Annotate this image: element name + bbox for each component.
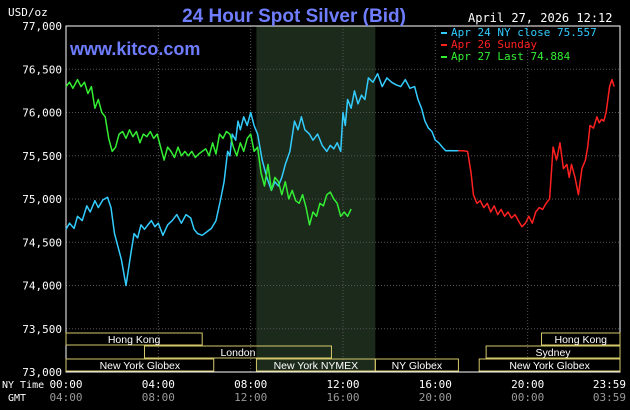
x-tick-label-ny: 20:00: [511, 378, 544, 391]
legend-entry: Apr 24 NY close 75.557: [451, 26, 597, 39]
series-line: [458, 78, 615, 228]
y-tick-label: 76,000: [22, 107, 62, 120]
y-tick-label: 75,500: [22, 150, 62, 163]
session-box: [65, 332, 203, 346]
x-tick-label-ny: 12:00: [326, 378, 359, 391]
session-label: Hong Kong: [554, 334, 607, 346]
session-box: [65, 358, 215, 372]
x-tick-label-gmt: 12:00: [234, 391, 267, 404]
series-line: [65, 78, 352, 226]
x-tick-label-ny: 00:00: [49, 378, 82, 391]
x-tick-label-gmt: 08:00: [142, 391, 175, 404]
x-tick-label-ny: 23:59: [593, 378, 626, 391]
y-tick-label: 74,500: [22, 236, 62, 249]
session-label: London: [220, 347, 255, 359]
x-tick-label-gmt: 00:00: [511, 391, 544, 404]
y-tick-label: 73,000: [22, 366, 62, 379]
session-box: [541, 332, 621, 346]
plot-border: [65, 25, 621, 373]
x-tick-label-ny: 04:00: [142, 378, 175, 391]
session-label: Hong Kong: [108, 334, 161, 346]
legend-entry: Apr 27 Last 74.884: [451, 50, 571, 63]
session-box: [374, 358, 459, 372]
session-label: New York Globex: [509, 360, 590, 372]
series-line: [65, 72, 459, 287]
y-tick-label: 74,000: [22, 280, 62, 293]
y-axis: 77,000 76,500 76,000 75,500 75,000 74,500 74,0…: [22, 20, 62, 379]
y-tick-label: 73,500: [22, 323, 62, 336]
x-tick-label-gmt: 20:00: [419, 391, 452, 404]
timestamp: April 27, 2026 12:12: [468, 11, 613, 25]
x-axis: 00:0004:0004:0008:0008:0012:0012:0016:00…: [49, 378, 626, 404]
session-box: [485, 345, 621, 359]
x-tick-label-gmt: 16:00: [326, 391, 359, 404]
legend-entry: Apr 26 Sunday: [451, 38, 537, 51]
y-tick-label: 75,000: [22, 193, 62, 206]
x-tick-label-gmt: 04:00: [49, 391, 82, 404]
gmt-row-label: GMT: [8, 393, 26, 404]
session-box: [478, 358, 621, 372]
ny-time-row-label: NY Time: [2, 380, 44, 391]
x-tick-label-ny: 08:00: [234, 378, 267, 391]
x-tick-label-ny: 16:00: [419, 378, 452, 391]
session-label: NY Globex: [392, 360, 443, 372]
session-label: New York Globex: [100, 360, 181, 372]
chart-title: 24 Hour Spot Silver (Bid): [182, 6, 406, 27]
session-label: Sydney: [536, 347, 572, 359]
y-tick-label: 76,500: [22, 63, 62, 76]
y-tick-label: 77,000: [22, 20, 62, 33]
session-label: New York NYMEX: [274, 360, 359, 372]
price-series: [65, 72, 615, 287]
unit-label: USD/oz: [8, 6, 48, 19]
kitco-watermark: www.kitco.com: [69, 39, 200, 59]
session-box: [143, 345, 332, 359]
x-tick-label-gmt: 03:59: [593, 391, 626, 404]
